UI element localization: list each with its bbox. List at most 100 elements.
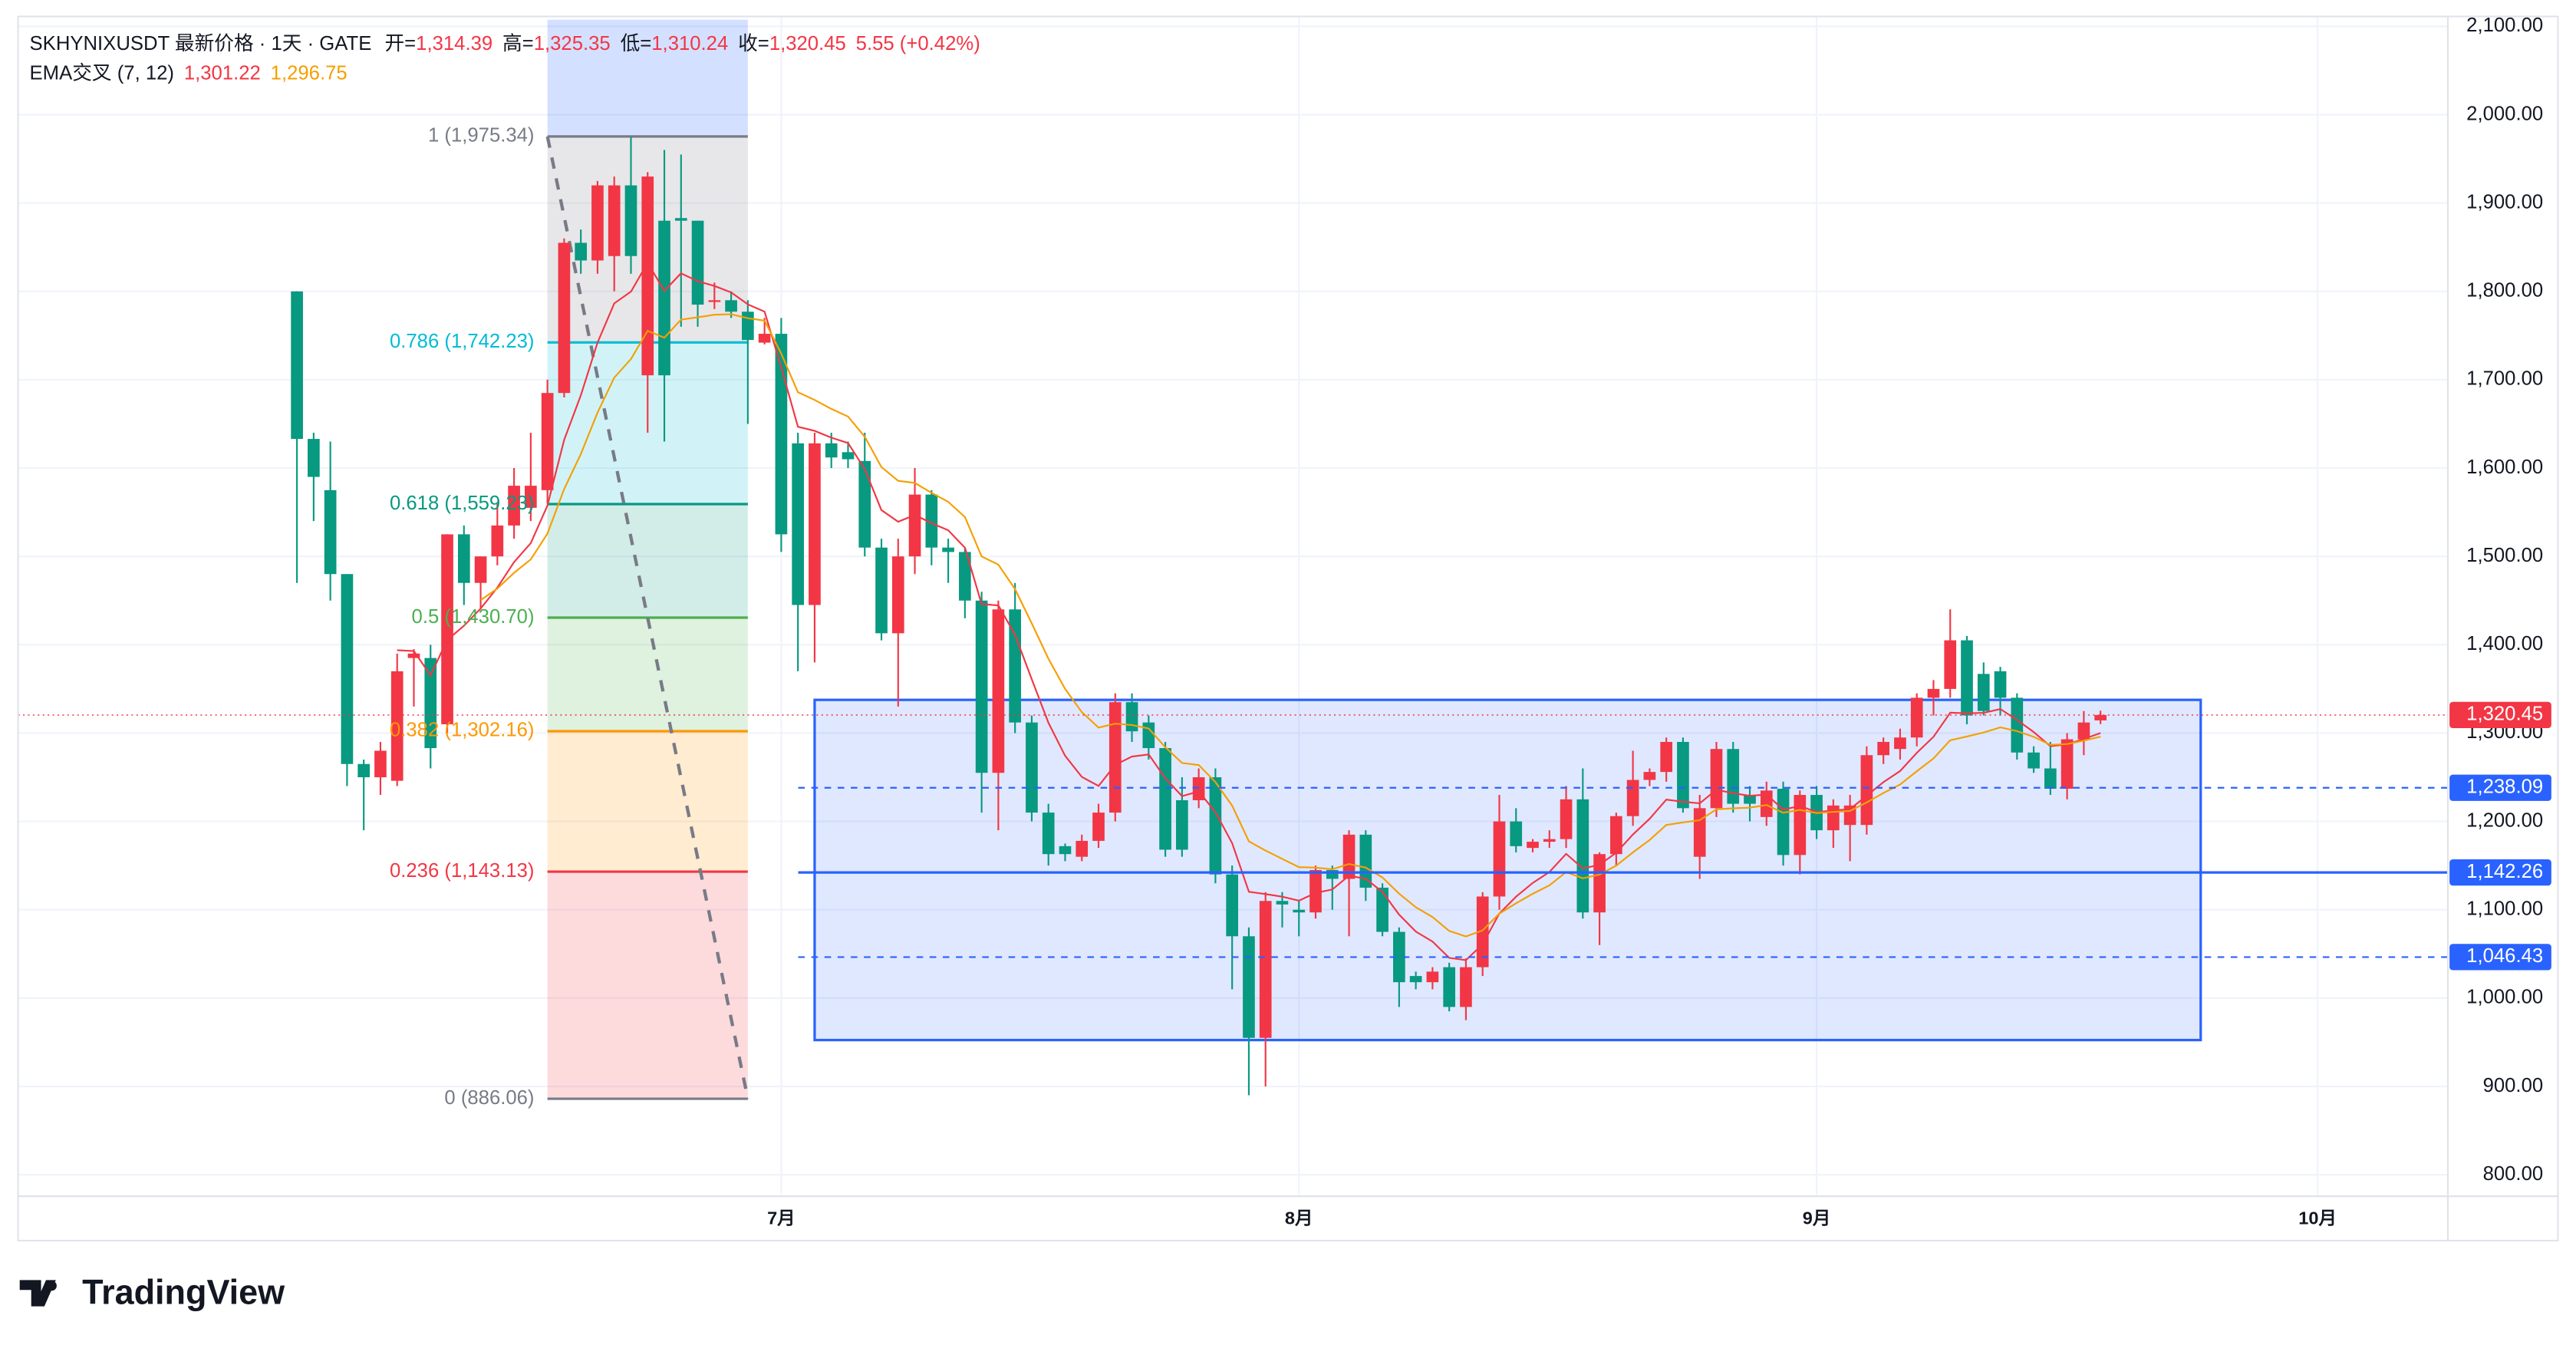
- candle-body: [775, 334, 788, 535]
- symbol-title: SKHYNIXUSDT 最新价格 · 1天 · GATE: [30, 32, 372, 54]
- ohlc-value: 1,310.24: [651, 33, 728, 54]
- candle-body: [1176, 799, 1188, 850]
- y-tick-label: 1,400.00: [2466, 633, 2543, 654]
- candle-body: [1009, 609, 1022, 723]
- candle-body: [1042, 813, 1055, 855]
- fib-label: 0.786 (1,742.23): [390, 331, 535, 352]
- candle-body: [792, 443, 805, 605]
- candle-body: [1092, 813, 1105, 841]
- candle-body: [842, 452, 855, 460]
- y-tick-label: 800.00: [2483, 1163, 2544, 1185]
- candle-body: [1209, 777, 1222, 875]
- fib-trend-line: [545, 136, 749, 1099]
- candle-body: [1543, 839, 1556, 842]
- candle-body: [1777, 789, 1790, 855]
- price-tag: [2449, 859, 2551, 886]
- candle-body: [1409, 976, 1422, 983]
- fib-band: [547, 730, 748, 872]
- candle-body: [708, 300, 721, 302]
- candle-body: [1309, 869, 1322, 913]
- candle-body: [1827, 805, 1840, 831]
- candle-body: [1326, 869, 1339, 879]
- candle-body: [1493, 821, 1506, 897]
- candle-body: [1860, 755, 1873, 826]
- candle-body: [1460, 967, 1472, 1007]
- y-tick-label: 1,100.00: [2466, 898, 2543, 920]
- candle-body: [357, 763, 371, 778]
- ema-value: 1,301.22: [184, 62, 261, 84]
- candle-body: [2011, 697, 2024, 753]
- ohlc-label: 低=: [621, 32, 652, 54]
- candle-body: [1393, 931, 1405, 983]
- candle-body: [1944, 640, 1957, 689]
- candle-body: [1108, 702, 1122, 813]
- x-tick-label: 8月: [1285, 1208, 1313, 1228]
- candle-body: [1727, 749, 1740, 804]
- fib-label: 0 (886.06): [444, 1087, 534, 1109]
- price-tag: [2449, 774, 2551, 801]
- candle-body: [390, 671, 404, 781]
- price-tag-label: 1,142.26: [2466, 861, 2543, 882]
- candle-body: [491, 525, 504, 557]
- candle-body: [742, 312, 754, 341]
- candle-body: [407, 653, 420, 658]
- range-box: [813, 698, 2202, 1042]
- y-tick-label: 2,000.00: [2466, 103, 2543, 124]
- candle-body: [457, 534, 470, 583]
- candle-body: [525, 486, 537, 508]
- fib-top-band: [547, 19, 748, 137]
- candle-body: [1076, 840, 1089, 857]
- candle-body: [308, 439, 320, 477]
- candle-body: [1293, 909, 1306, 913]
- fib-label: 1 (1,975.34): [428, 125, 535, 147]
- candle-body: [1576, 799, 1589, 913]
- y-tick-label: 1,200.00: [2466, 809, 2543, 831]
- candle-body: [875, 547, 888, 634]
- ohlc-value: 1,320.45: [769, 33, 846, 54]
- ema-line: [397, 261, 2101, 961]
- candle-body: [508, 486, 520, 526]
- candle-body: [1961, 640, 1973, 716]
- ema-label: EMA交叉 (7, 12): [30, 61, 174, 84]
- candle-body: [341, 574, 354, 764]
- candle-body: [1677, 741, 1689, 809]
- y-tick-label: 1,900.00: [2466, 191, 2543, 213]
- candle-body: [424, 658, 437, 749]
- candle-body: [908, 494, 921, 557]
- price-tag: [2449, 944, 2551, 971]
- candle-body: [1476, 896, 1489, 968]
- candle-body: [925, 494, 938, 548]
- candle-body: [1560, 799, 1573, 839]
- last-price-tag: [2449, 701, 2551, 729]
- fib-label: 0.236 (1,143.13): [390, 860, 535, 882]
- candle-body: [291, 291, 303, 440]
- candle-body: [691, 220, 704, 305]
- candle-body: [1276, 901, 1289, 905]
- candles: [291, 137, 2107, 1096]
- candle-body: [1994, 671, 2007, 698]
- candle-body: [575, 242, 588, 261]
- change: 5.55 (+0.42%): [856, 33, 980, 54]
- ema-line: [480, 313, 2101, 938]
- candle-body: [1359, 834, 1372, 888]
- candle-body: [2044, 768, 2057, 790]
- candle-body: [641, 176, 654, 376]
- y-tick-label: 1,600.00: [2466, 457, 2543, 478]
- x-tick-label: 10月: [2298, 1208, 2337, 1228]
- candle-body: [1443, 967, 1456, 1007]
- candle-body: [441, 534, 453, 724]
- candle-body: [992, 609, 1005, 773]
- x-tick-label: 9月: [1803, 1208, 1831, 1228]
- candle-body: [1243, 936, 1255, 1038]
- candle-body: [1059, 846, 1072, 855]
- candle-body: [1226, 874, 1239, 937]
- candle-body: [1710, 749, 1723, 809]
- last-price-label: 1,320.45: [2466, 704, 2543, 725]
- candle-body: [858, 460, 871, 548]
- ohlc-value: 1,325.35: [534, 33, 611, 54]
- candle-body: [891, 556, 904, 634]
- candle-body: [1527, 842, 1539, 849]
- candle-body: [959, 552, 971, 601]
- candle-body: [474, 556, 487, 583]
